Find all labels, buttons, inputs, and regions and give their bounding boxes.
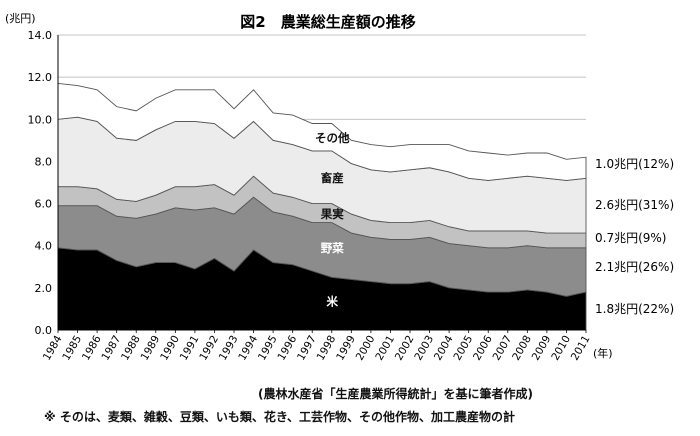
- y-tick-label: 2.0: [35, 282, 53, 295]
- x-tick-label: 2002: [393, 334, 417, 363]
- x-tick-label: 2007: [491, 334, 515, 363]
- series-label-果実: 果実: [320, 207, 344, 221]
- y-tick-label: 8.0: [35, 155, 53, 168]
- x-tick-label: 1993: [217, 334, 241, 363]
- series-label-畜産: 畜産: [321, 171, 344, 185]
- x-tick-label: 2000: [354, 334, 378, 363]
- x-axis-label: (年): [593, 346, 613, 360]
- x-tick-label: 2005: [452, 334, 476, 363]
- right-value-label: 2.1兆円(26%): [595, 260, 674, 274]
- y-tick-label: 10.0: [28, 113, 53, 126]
- chart-title: 図2 農業総生産額の推移: [240, 13, 415, 31]
- right-value-label: 1.0兆円(12%): [595, 157, 674, 171]
- x-tick-label: 1988: [119, 334, 143, 363]
- y-axis-label: (兆円): [5, 12, 36, 25]
- y-tick-label: 0.0: [35, 324, 53, 337]
- x-tick-label: 2008: [510, 334, 534, 363]
- area-その他: [57, 82, 587, 181]
- x-tick-label: 1995: [256, 334, 280, 363]
- area-series: [57, 82, 587, 331]
- x-tick-label: 1998: [315, 334, 339, 363]
- x-tick-label: 1987: [100, 334, 124, 363]
- x-tick-label: 1999: [334, 334, 358, 363]
- source-note: (農林水産省「生産農業所得統計」を基に筆者作成): [258, 387, 533, 401]
- x-tick-label: 1990: [158, 334, 182, 363]
- right-value-label: 2.6兆円(31%): [595, 198, 674, 212]
- x-tick-labels: 1984198519861987198819891990199119921993…: [41, 330, 593, 363]
- footnote: ※ そのは、麦類、雑穀、豆類、いも類、花き、工芸作物、その他作物、加工農産物の計: [44, 410, 516, 424]
- series-label-米: 米: [325, 295, 338, 309]
- x-tick-label: 1989: [139, 334, 163, 363]
- x-tick-label: 2011: [569, 334, 593, 363]
- y-tick-label: 4.0: [35, 240, 53, 253]
- x-tick-label: 1994: [236, 333, 260, 362]
- x-tick-label: 1997: [295, 334, 319, 363]
- y-tick-label: 6.0: [35, 198, 53, 211]
- x-tick-label: 1985: [60, 334, 84, 363]
- right-value-label: 1.8兆円(22%): [595, 302, 674, 316]
- x-tick-label: 2009: [530, 334, 554, 363]
- x-tick-label: 2010: [549, 334, 573, 363]
- series-label-その他: その他: [315, 131, 350, 145]
- x-tick-label: 2003: [412, 334, 436, 363]
- series-labels: 米 野菜 果実 畜産 その他: [315, 131, 350, 308]
- x-tick-label: 1992: [197, 334, 221, 363]
- right-value-labels: 1.0兆円(12%) 2.6兆円(31%) 0.7兆円(9%) 2.1兆円(26%) 1…: [595, 157, 674, 316]
- right-value-label: 0.7兆円(9%): [595, 231, 667, 245]
- x-tick-label: 1991: [178, 334, 202, 363]
- y-tick-label: 14.0: [28, 29, 53, 42]
- x-tick-label: 1996: [276, 333, 300, 362]
- series-label-野菜: 野菜: [321, 241, 344, 255]
- x-tick-label: 2001: [373, 334, 397, 363]
- y-tick-labels: 0.0 2.0 4.0 6.0 8.0 10.0 12.0 14.0: [28, 29, 53, 337]
- y-tick-label: 12.0: [28, 71, 53, 84]
- axes: [57, 35, 586, 331]
